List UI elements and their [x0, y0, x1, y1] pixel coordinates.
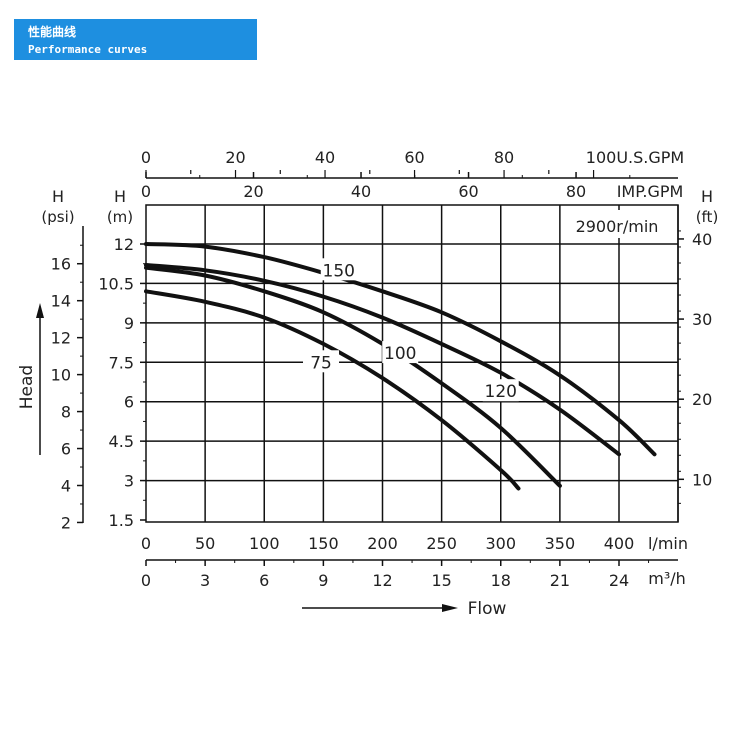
- y-tick-label-psi: 12: [51, 329, 71, 348]
- x-tick-label-lmin: 350: [545, 534, 576, 553]
- y-tick-label-m: 1.5: [109, 511, 134, 530]
- x-tick-label-us: 80: [494, 148, 514, 167]
- y-tick-label-psi: 8: [61, 403, 71, 422]
- x-tick-label-m3h: 0: [141, 571, 151, 590]
- x-tick-label-imp: 80: [566, 182, 586, 201]
- x-tick-label-us: 40: [315, 148, 335, 167]
- y-tick-label-m: 10.5: [98, 274, 134, 293]
- flow-axis-title: Flow: [468, 599, 507, 619]
- y-tick-label-m: 12: [114, 235, 134, 254]
- x-tick-label-lmin: 400: [604, 534, 635, 553]
- x-tick-label-m3h: 9: [318, 571, 328, 590]
- y-tick-label-ft: 20: [692, 390, 712, 409]
- header-title-en: Performance curves: [28, 43, 148, 56]
- curve-label-bg-100: [382, 341, 419, 364]
- y-axis-unit-psi: (psi): [41, 208, 74, 226]
- y-axis-unit-ft: (ft): [696, 208, 719, 226]
- curve-100: [144, 265, 562, 488]
- curve-label-bg-75: [303, 350, 340, 373]
- x-tick-label-lmin: 200: [367, 534, 398, 553]
- x-tick-label-m3h: 6: [259, 571, 269, 590]
- x-tick-label-lmin: 250: [426, 534, 457, 553]
- y-tick-label-psi: 14: [51, 292, 71, 311]
- head-axis-title: Head: [17, 365, 37, 409]
- flow-arrow-icon: [442, 604, 458, 612]
- y-tick-label-m: 9: [124, 314, 134, 333]
- y-tick-label-m: 7.5: [109, 353, 134, 372]
- x-tick-label-imp: 0: [141, 182, 151, 201]
- x-tick-label-us: 20: [225, 148, 245, 167]
- x-tick-label-lmin: 100: [249, 534, 280, 553]
- x-tick-label-imp: 20: [243, 182, 263, 201]
- x-tick-label-m3h: 18: [491, 571, 511, 590]
- curve-75: [144, 289, 521, 491]
- x-tick-label-lmin: 0: [141, 534, 151, 553]
- y-tick-label-ft: 40: [692, 230, 712, 249]
- curve-120: [144, 263, 621, 457]
- curve-label-120: 120: [485, 382, 517, 402]
- y-tick-label-psi: 16: [51, 255, 71, 274]
- curve-label-100: 100: [384, 344, 416, 364]
- curve-label-150: 150: [323, 261, 355, 281]
- x-tick-label-m3h: 15: [431, 571, 451, 590]
- y-tick-label-psi: 2: [61, 513, 71, 532]
- x-tick-label-m3h: 3: [200, 571, 210, 590]
- x-tick-label-m3h: 21: [550, 571, 570, 590]
- y-tick-label-ft: 10: [692, 470, 712, 489]
- y-tick-label-m: 6: [124, 393, 134, 412]
- header-banner: 性能曲线 Performance curves: [14, 19, 257, 60]
- head-arrow-icon: [36, 303, 44, 318]
- y-tick-label-psi: 10: [51, 366, 71, 385]
- curve-label-75: 75: [310, 353, 332, 373]
- y-axis-unit-m: (m): [107, 208, 133, 226]
- x-tick-label-imp: 40: [351, 182, 371, 201]
- curve-label-bg-150: [320, 258, 357, 281]
- x-axis-unit-lmin: l/min: [648, 534, 688, 553]
- x-tick-label-us: 60: [404, 148, 424, 167]
- speed-label: 2900r/min: [576, 217, 659, 236]
- x-tick-label-m3h: 12: [372, 571, 392, 590]
- curve-label-bg-120: [482, 379, 519, 402]
- x-axis-unit-imp: IMP.GPM: [617, 182, 684, 201]
- y-axis-label-m: H: [114, 187, 126, 206]
- y-tick-label-psi: 4: [61, 477, 71, 496]
- y-tick-label-m: 4.5: [109, 432, 134, 451]
- x-tick-label-lmin: 150: [308, 534, 339, 553]
- y-tick-label-m: 3: [124, 472, 134, 491]
- x-tick-label-us: 0: [141, 148, 151, 167]
- x-axis-unit-m3h: m³/h: [648, 569, 686, 588]
- x-tick-label-lmin: 50: [195, 534, 215, 553]
- y-tick-label-ft: 30: [692, 310, 712, 329]
- x-tick-label-m3h: 24: [609, 571, 629, 590]
- speed-label-box: [561, 210, 671, 238]
- x-axis-unit-us: 100U.S.GPM: [586, 148, 684, 167]
- y-axis-label-ft: H: [701, 187, 713, 206]
- x-tick-label-lmin: 300: [485, 534, 516, 553]
- y-axis-label-psi: H: [52, 187, 64, 206]
- y-tick-label-psi: 6: [61, 440, 71, 459]
- curve-150: [144, 242, 657, 457]
- header-title-cn: 性能曲线: [28, 25, 77, 39]
- x-tick-label-imp: 60: [458, 182, 478, 201]
